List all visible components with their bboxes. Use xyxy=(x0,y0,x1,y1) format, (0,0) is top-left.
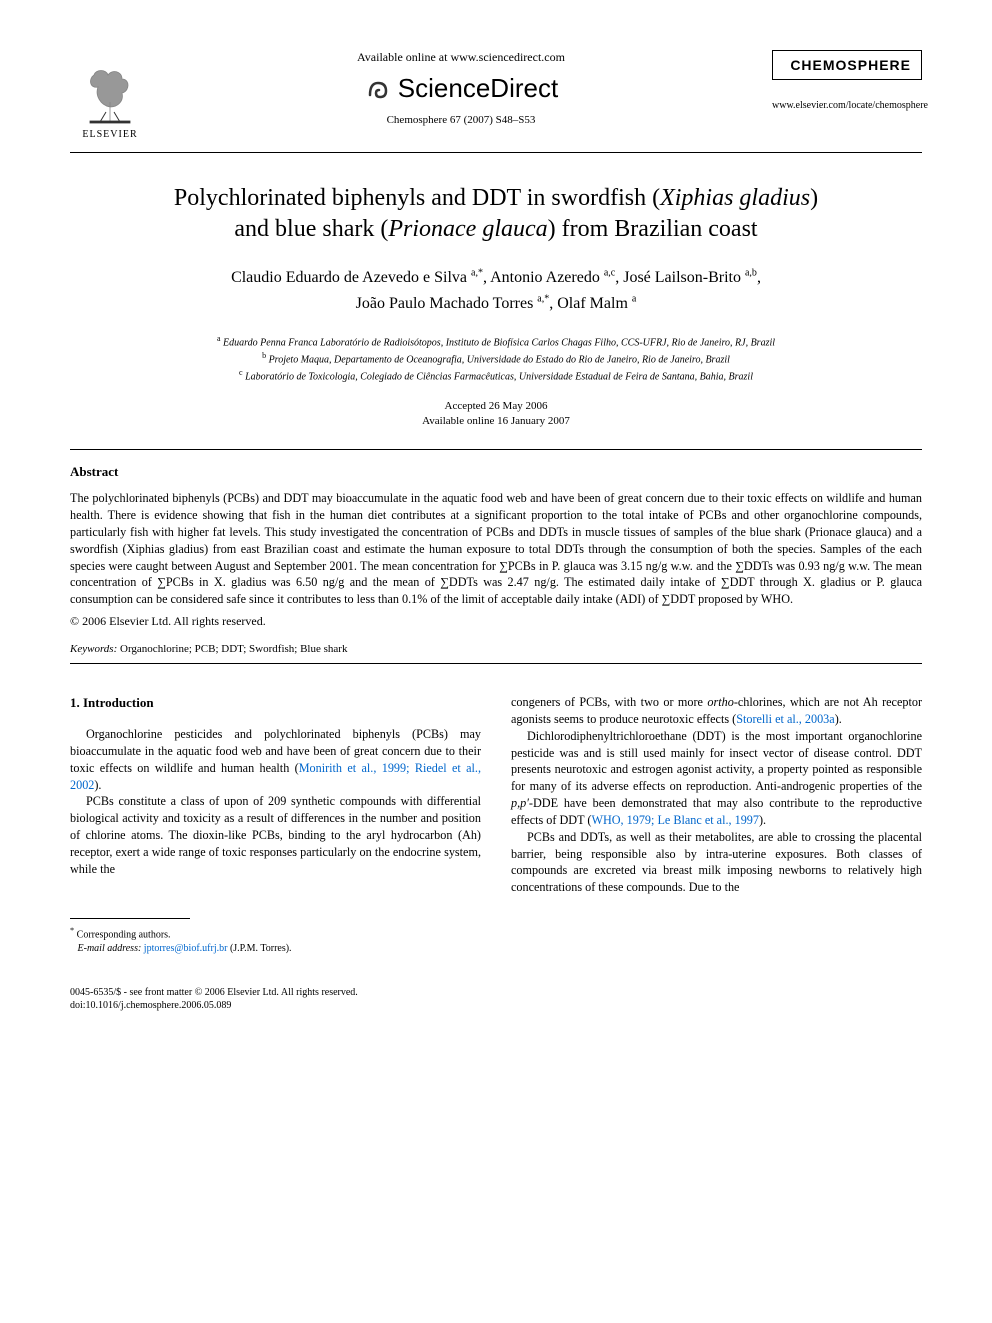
footnote-rule xyxy=(70,918,190,919)
article-title: Polychlorinated biphenyls and DDT in swo… xyxy=(70,183,922,245)
author: João Paulo Machado Torres xyxy=(356,295,538,312)
journal-url: www.elsevier.com/locate/chemosphere xyxy=(772,100,922,111)
citation-link[interactable]: WHO, 1979; Le Blanc et al., 1997 xyxy=(591,813,759,827)
affiliations: a Eduardo Penna Franca Laboratório de Ra… xyxy=(70,333,922,385)
abstract-bottom-rule xyxy=(70,663,922,664)
abstract-text: The polychlorinated biphenyls (PCBs) and… xyxy=(70,490,922,608)
sciencedirect-icon xyxy=(364,75,392,103)
header-row: ELSEVIER Available online at www.science… xyxy=(70,50,922,140)
header-rule xyxy=(70,152,922,153)
body-columns: 1. Introduction Organochlorine pesticide… xyxy=(70,694,922,956)
affiliation-c: Laboratório de Toxicologia, Colegiado de… xyxy=(245,372,753,383)
available-online-text: Available online at www.sciencedirect.co… xyxy=(150,50,772,65)
intro-p1: Organochlorine pesticides and polychlori… xyxy=(70,726,481,793)
author: Claudio Eduardo de Azevedo e Silva xyxy=(231,269,471,286)
title-species: Prionace glauca xyxy=(388,216,547,242)
text-run: Dichlorodiphenyltrichloroethane (DDT) is… xyxy=(511,729,922,793)
affiliation-a: Eduardo Penna Franca Laboratório de Radi… xyxy=(223,337,775,348)
online-date: Available online 16 January 2007 xyxy=(422,415,570,427)
footer-doi: doi:10.1016/j.chemosphere.2006.05.089 xyxy=(70,1000,231,1011)
title-part: ) xyxy=(810,185,818,211)
text-run: ). xyxy=(835,712,842,726)
email-person: (J.P.M. Torres). xyxy=(230,943,292,954)
author: , Olaf Malm xyxy=(549,295,632,312)
text-run: ). xyxy=(759,813,766,827)
footnote-block: * Corresponding authors. E-mail address:… xyxy=(70,925,481,956)
email-link[interactable]: jptorres@biof.ufrj.br xyxy=(141,943,230,954)
journal-logo-block: CHEMOSPHERE www.elsevier.com/locate/chem… xyxy=(772,50,922,111)
intro-heading: 1. Introduction xyxy=(70,694,481,712)
author-affil-mark: a,b xyxy=(745,268,757,279)
keywords-text: Organochlorine; PCB; DDT; Swordfish; Blu… xyxy=(117,643,347,655)
journal-reference: Chemosphere 67 (2007) S48–S53 xyxy=(150,114,772,126)
elsevier-tree-icon xyxy=(80,67,140,127)
left-column: 1. Introduction Organochlorine pesticide… xyxy=(70,694,481,956)
author-affil-mark: a,* xyxy=(537,294,549,305)
italic-term: p,p′ xyxy=(511,796,529,810)
keywords: Keywords: Organochlorine; PCB; DDT; Swor… xyxy=(70,643,922,655)
affil-mark: a xyxy=(217,334,221,343)
article-dates: Accepted 26 May 2006 Available online 16… xyxy=(70,399,922,430)
email-label: E-mail address: xyxy=(78,943,142,954)
citation-link[interactable]: Storelli et al., 2003a xyxy=(736,712,835,726)
center-header: Available online at www.sciencedirect.co… xyxy=(150,50,772,126)
abstract-top-rule xyxy=(70,449,922,450)
author: , José Lailson-Brito xyxy=(615,269,745,286)
keywords-label: Keywords: xyxy=(70,643,117,655)
sciencedirect-logo: ScienceDirect xyxy=(150,73,772,104)
author-affil-mark: a xyxy=(632,294,636,305)
title-part: and blue shark ( xyxy=(234,216,388,242)
title-part: ) from Brazilian coast xyxy=(548,216,758,242)
affiliation-b: Projeto Maqua, Departamento de Oceanogra… xyxy=(269,354,730,365)
author-affil-mark: a,c xyxy=(604,268,615,279)
page-container: ELSEVIER Available online at www.science… xyxy=(0,0,992,1062)
intro-p2: PCBs constitute a class of upon of 209 s… xyxy=(70,793,481,877)
affil-mark: b xyxy=(262,351,266,360)
elsevier-text: ELSEVIER xyxy=(82,129,137,140)
intro-p4: Dichlorodiphenyltrichloroethane (DDT) is… xyxy=(511,728,922,829)
text-run: ). xyxy=(94,778,101,792)
title-species: Xiphias gladius xyxy=(660,185,810,211)
author: , Antonio Azeredo xyxy=(483,269,604,286)
corresp-text: Corresponding authors. xyxy=(77,929,171,940)
page-footer: 0045-6535/$ - see front matter © 2006 El… xyxy=(70,986,922,1012)
footer-line1: 0045-6535/$ - see front matter © 2006 El… xyxy=(70,987,358,998)
accepted-date: Accepted 26 May 2006 xyxy=(445,400,548,412)
intro-p5: PCBs and DDTs, as well as their metaboli… xyxy=(511,829,922,896)
corresp-mark: * xyxy=(70,926,74,935)
journal-name: CHEMOSPHERE xyxy=(772,50,922,80)
text-run: congeners of PCBs, with two or more xyxy=(511,695,707,709)
authors-list: Claudio Eduardo de Azevedo e Silva a,*, … xyxy=(70,265,922,316)
affil-mark: c xyxy=(239,368,243,377)
sciencedirect-text: ScienceDirect xyxy=(398,73,558,104)
copyright-line: © 2006 Elsevier Ltd. All rights reserved… xyxy=(70,614,922,629)
abstract-heading: Abstract xyxy=(70,464,922,480)
elsevier-logo: ELSEVIER xyxy=(70,50,150,140)
title-part: Polychlorinated biphenyls and DDT in swo… xyxy=(174,185,660,211)
right-column: congeners of PCBs, with two or more orth… xyxy=(511,694,922,956)
intro-p3: congeners of PCBs, with two or more orth… xyxy=(511,694,922,728)
italic-term: ortho xyxy=(707,695,733,709)
author-affil-mark: a,* xyxy=(471,268,483,279)
